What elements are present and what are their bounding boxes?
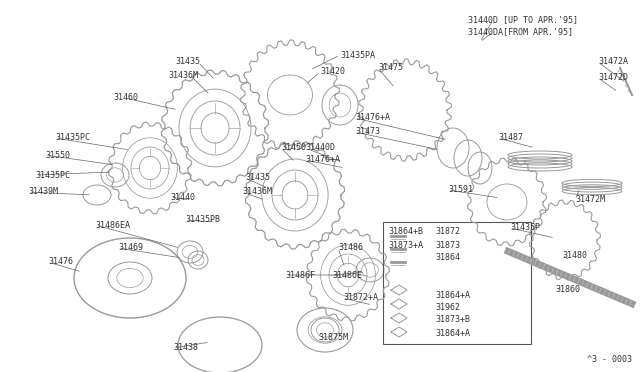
Text: 31486F: 31486F bbox=[285, 270, 315, 279]
Text: 31486E: 31486E bbox=[332, 270, 362, 279]
Bar bbox=[383, 222, 531, 344]
Text: ^3 - 0003: ^3 - 0003 bbox=[587, 355, 632, 364]
Text: 31864+A: 31864+A bbox=[435, 291, 470, 299]
Text: 31435P: 31435P bbox=[510, 224, 540, 232]
Text: 31440D: 31440D bbox=[305, 144, 335, 153]
Text: 31476+A: 31476+A bbox=[305, 155, 340, 164]
Text: 31435PC: 31435PC bbox=[55, 134, 90, 142]
Text: 31864+B: 31864+B bbox=[388, 228, 423, 237]
Text: 31435PC: 31435PC bbox=[35, 170, 70, 180]
Text: 31472A: 31472A bbox=[598, 58, 628, 67]
Text: 31962: 31962 bbox=[435, 304, 460, 312]
Text: 31476+A: 31476+A bbox=[355, 113, 390, 122]
Text: 31472D: 31472D bbox=[598, 74, 628, 83]
Text: 31873+A: 31873+A bbox=[388, 241, 423, 250]
Text: 31440D [UP TO APR.'95]: 31440D [UP TO APR.'95] bbox=[468, 16, 578, 25]
Text: 31872: 31872 bbox=[435, 228, 460, 237]
Text: 31436M: 31436M bbox=[242, 187, 272, 196]
Text: 31435PB: 31435PB bbox=[185, 215, 220, 224]
Text: 31550: 31550 bbox=[45, 151, 70, 160]
Text: 31439M: 31439M bbox=[28, 187, 58, 196]
Text: 31438: 31438 bbox=[173, 343, 198, 353]
Text: 31487: 31487 bbox=[498, 134, 523, 142]
Text: 31420: 31420 bbox=[320, 67, 345, 77]
Text: 31440: 31440 bbox=[170, 192, 195, 202]
Text: 31864: 31864 bbox=[435, 253, 460, 263]
Text: 31435: 31435 bbox=[175, 58, 200, 67]
Text: 31873: 31873 bbox=[435, 241, 460, 250]
Text: 31591: 31591 bbox=[448, 186, 473, 195]
Text: 31436M: 31436M bbox=[168, 71, 198, 80]
Text: 31476: 31476 bbox=[48, 257, 73, 266]
Text: 31435PA: 31435PA bbox=[340, 51, 375, 60]
Text: 31486: 31486 bbox=[338, 244, 363, 253]
Text: 31469: 31469 bbox=[118, 244, 143, 253]
Text: 31435: 31435 bbox=[245, 173, 270, 183]
Text: 31486EA: 31486EA bbox=[95, 221, 130, 230]
Text: 31450: 31450 bbox=[281, 144, 306, 153]
Text: 31473: 31473 bbox=[355, 128, 380, 137]
Text: 31872+A: 31872+A bbox=[343, 294, 378, 302]
Text: 31460: 31460 bbox=[113, 93, 138, 103]
Text: 31440DA[FROM APR.'95]: 31440DA[FROM APR.'95] bbox=[468, 28, 573, 36]
Text: 31873+B: 31873+B bbox=[435, 315, 470, 324]
Text: 31480: 31480 bbox=[562, 250, 587, 260]
Text: 31864+A: 31864+A bbox=[435, 328, 470, 337]
Text: 31875M: 31875M bbox=[318, 334, 348, 343]
Text: 31472M: 31472M bbox=[575, 196, 605, 205]
Text: 31475: 31475 bbox=[378, 64, 403, 73]
Text: 31860: 31860 bbox=[555, 285, 580, 295]
